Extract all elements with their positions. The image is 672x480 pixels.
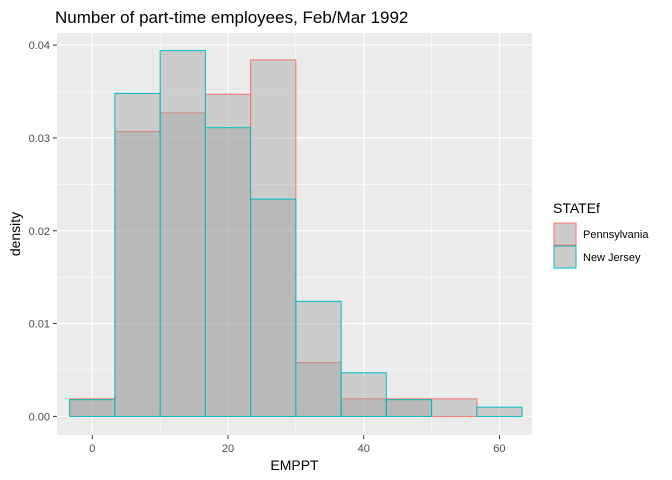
legend-item-new-jersey: New Jersey: [553, 245, 641, 269]
legend-title: STATEf: [553, 200, 600, 216]
bars-new-jersey: [69, 50, 523, 417]
y-tick-label: 0.04: [29, 40, 50, 52]
legend-key-new-jersey: [553, 245, 577, 269]
new-jersey-bar: [295, 300, 342, 417]
y-axis-title: density: [7, 212, 23, 256]
new-jersey-bar: [476, 406, 523, 417]
x-axis-ticks: 0 20 40 60: [89, 435, 506, 455]
new-jersey-bar: [385, 399, 433, 417]
pennsylvania-bar: [431, 398, 478, 417]
x-tick-label: 40: [358, 443, 370, 455]
legend-label-new-jersey: New Jersey: [583, 252, 641, 264]
legend-key-pennsylvania: [553, 222, 577, 246]
pennsylvania-bar: [204, 93, 252, 417]
grid-major: [57, 33, 532, 435]
y-tick-label: 0.03: [29, 133, 50, 145]
new-jersey-bar: [250, 198, 297, 417]
new-jersey-bar: [114, 92, 161, 417]
plot-panel: [57, 33, 532, 435]
bars-pennsylvania: [69, 59, 478, 417]
y-tick-label: 0.00: [29, 411, 50, 423]
new-jersey-bar: [204, 127, 252, 417]
x-tick-label: 20: [222, 443, 234, 455]
legend: STATEf Pennsylvania New Jersey: [553, 200, 649, 269]
y-tick-label: 0.02: [29, 226, 50, 238]
x-axis-title: EMPPT: [270, 457, 319, 473]
x-tick-label: 0: [89, 443, 95, 455]
new-jersey-bar: [159, 50, 206, 417]
legend-label-pennsylvania: Pennsylvania: [583, 229, 649, 241]
pennsylvania-bar: [250, 59, 297, 417]
chart-title: Number of part-time employees, Feb/Mar 1…: [55, 8, 408, 27]
new-jersey-bar: [69, 399, 116, 417]
y-tick-label: 0.01: [29, 319, 50, 331]
new-jersey-bar: [340, 372, 387, 417]
legend-item-pennsylvania: Pennsylvania: [553, 222, 649, 246]
y-axis-ticks: 0.00 0.01 0.02 0.03 0.04: [29, 40, 57, 423]
x-tick-label: 60: [493, 443, 505, 455]
pennsylvania-bar: [295, 362, 342, 417]
